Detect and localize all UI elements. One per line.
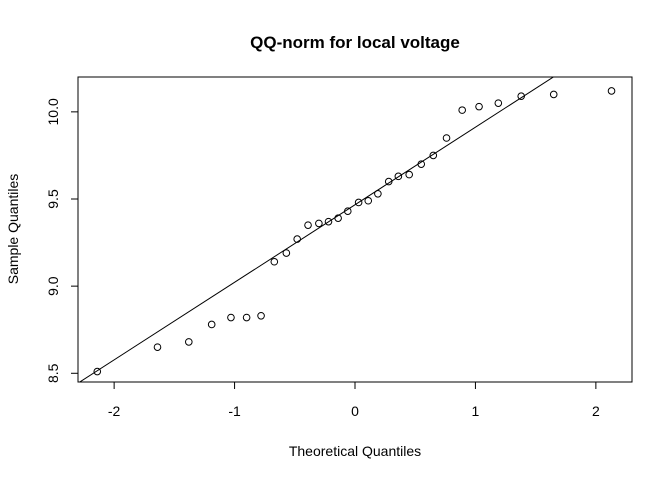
x-tick-label: -2 bbox=[108, 403, 121, 419]
data-point bbox=[384, 177, 393, 186]
data-point bbox=[429, 151, 438, 160]
data-point bbox=[494, 99, 503, 107]
reference-line bbox=[78, 77, 555, 382]
data-point bbox=[153, 343, 162, 351]
data-point bbox=[374, 189, 382, 198]
x-tick-label: 0 bbox=[351, 403, 359, 419]
y-tick-label: 8.5 bbox=[45, 363, 61, 383]
data-point bbox=[354, 198, 363, 207]
chart-title: QQ-norm for local voltage bbox=[250, 33, 460, 52]
data-point bbox=[607, 87, 616, 95]
data-point bbox=[315, 219, 323, 228]
plot-frame bbox=[77, 76, 633, 383]
y-tick-label: 10.0 bbox=[45, 98, 61, 125]
data-point bbox=[517, 92, 526, 100]
data-point bbox=[227, 313, 235, 322]
data-point bbox=[185, 338, 193, 346]
x-tick-label: 2 bbox=[592, 403, 600, 419]
data-point bbox=[364, 196, 373, 205]
y-tick-label: 9.5 bbox=[45, 189, 61, 209]
y-axis-label: Sample Quantiles bbox=[5, 174, 21, 285]
data-point bbox=[475, 102, 483, 111]
data-point bbox=[293, 235, 301, 243]
x-axis-label: Theoretical Quantiles bbox=[289, 443, 421, 459]
data-point bbox=[207, 320, 216, 329]
data-point bbox=[442, 134, 451, 142]
y-axis: 8.5 9.0 9.5 10.0 bbox=[45, 98, 79, 383]
data-points bbox=[93, 87, 616, 376]
data-point bbox=[304, 221, 312, 229]
data-point bbox=[458, 106, 466, 114]
x-tick-label: -1 bbox=[228, 403, 241, 419]
x-tick-label: 1 bbox=[472, 403, 480, 419]
data-point bbox=[270, 257, 279, 266]
y-tick-label: 9.0 bbox=[45, 276, 61, 296]
data-point bbox=[334, 214, 342, 222]
data-point bbox=[242, 313, 251, 322]
data-point bbox=[343, 207, 352, 215]
x-axis: -2 -1 0 1 2 bbox=[108, 381, 600, 419]
data-point bbox=[324, 217, 333, 226]
data-point bbox=[282, 249, 291, 257]
data-point bbox=[417, 160, 426, 168]
data-point bbox=[257, 311, 265, 320]
data-point bbox=[394, 172, 403, 181]
data-point bbox=[93, 367, 102, 376]
data-point bbox=[549, 90, 558, 99]
data-point bbox=[405, 170, 413, 179]
